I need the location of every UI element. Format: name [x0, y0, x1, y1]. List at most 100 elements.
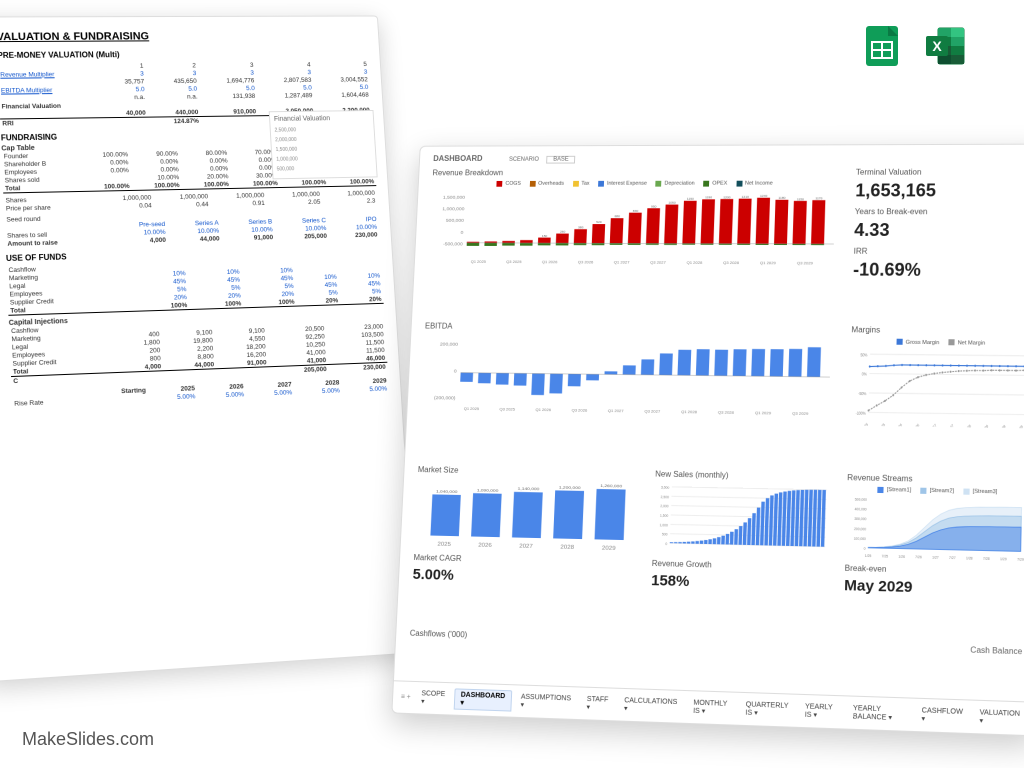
- revenue-breakdown-chart: Revenue Breakdown COGSOverheadsTaxIntere…: [426, 168, 839, 318]
- svg-text:Q1 2027: Q1 2027: [926, 423, 938, 428]
- svg-text:Q3 2025: Q3 2025: [874, 422, 886, 428]
- svg-text:Q1 2025: Q1 2025: [857, 422, 869, 428]
- tab-quarterly-is[interactable]: QUARTERLY IS ▾: [738, 698, 796, 722]
- market-cagr-value: 5.00%: [412, 566, 633, 589]
- revenue-growth-value: 158%: [651, 572, 826, 594]
- svg-text:950: 950: [651, 205, 657, 209]
- svg-text:1,040,000: 1,040,000: [436, 489, 458, 494]
- tab-dashboard[interactable]: DASHBOARD ▾: [453, 688, 512, 711]
- premoney-heading: PRE-MONEY VALUATION (Multi): [0, 49, 368, 60]
- svg-text:1/29: 1/29: [1000, 557, 1007, 562]
- svg-text:Q1 2026: Q1 2026: [542, 261, 558, 265]
- dashboard-sheet: DASHBOARD SCENARIO BASE Revenue Breakdow…: [400, 140, 1024, 720]
- kpi-panel: Terminal Valuation1,653,165 Years to Bre…: [852, 168, 1024, 320]
- svg-text:Q3 2028: Q3 2028: [977, 424, 989, 428]
- svg-text:Q1 2025: Q1 2025: [464, 406, 480, 411]
- svg-text:Q3 2028: Q3 2028: [718, 410, 735, 415]
- svg-text:200,000: 200,000: [854, 527, 866, 532]
- svg-text:1/25: 1/25: [865, 554, 872, 559]
- financial-valuation-chart: Financial Valuation 2,500,0002,000,0001,…: [269, 110, 378, 179]
- svg-text:520: 520: [596, 221, 602, 225]
- svg-text:Q3 2029: Q3 2029: [792, 411, 809, 416]
- svg-text:-100%: -100%: [856, 410, 867, 416]
- svg-text:1,500: 1,500: [660, 513, 668, 518]
- svg-text:1,200,000: 1,200,000: [559, 485, 582, 490]
- svg-text:Q3 2029: Q3 2029: [1012, 424, 1024, 428]
- tab-monthly-is[interactable]: MONTHLY IS ▾: [686, 696, 737, 719]
- ebitda-chart: EBITDA 200,0000(200,000)Q1 2025Q3 2025Q1…: [419, 322, 834, 465]
- svg-text:500,000: 500,000: [446, 219, 465, 224]
- svg-text:2027: 2027: [519, 544, 533, 550]
- tab-calculations[interactable]: CALCULATIONS ▾: [617, 694, 685, 718]
- svg-text:7/25: 7/25: [882, 554, 889, 559]
- svg-text:1210: 1210: [742, 196, 750, 200]
- breakeven-date-value: May 2029: [844, 577, 1024, 599]
- rounds-table: Seed roundPre-seedSeries ASeries BSeries…: [4, 207, 379, 248]
- svg-text:7/27: 7/27: [949, 556, 956, 561]
- valuation-sheet: 1234567 VALUATION & FUNDRAISING PRE-MONE…: [0, 10, 400, 660]
- svg-text:2025: 2025: [437, 542, 451, 548]
- tab-scope[interactable]: SCOPE ▾: [414, 687, 452, 709]
- tab-staff[interactable]: STAFF ▾: [579, 693, 615, 716]
- svg-text:260: 260: [560, 231, 566, 235]
- svg-text:0%: 0%: [862, 371, 868, 377]
- svg-text:2,500: 2,500: [661, 495, 669, 499]
- use-of-funds-table: CashflowMarketing10%10%10%Legal45%45%45%…: [6, 256, 383, 316]
- svg-text:1,140,000: 1,140,000: [518, 486, 540, 491]
- svg-text:X: X: [932, 38, 942, 54]
- svg-text:300,000: 300,000: [854, 517, 866, 522]
- svg-text:1190: 1190: [705, 196, 712, 200]
- svg-text:1150: 1150: [687, 198, 694, 202]
- svg-text:1240: 1240: [760, 195, 768, 199]
- svg-text:7/26: 7/26: [915, 555, 922, 560]
- svg-text:Q1 2028: Q1 2028: [681, 409, 698, 414]
- svg-text:Q1 2028: Q1 2028: [960, 423, 972, 428]
- excel-icon: X: [924, 24, 968, 68]
- market-size-chart: Market Size 1,040,00020251,090,00020261,…: [410, 465, 637, 627]
- tab-yearly-balance[interactable]: YEARLY BALANCE ▾: [845, 702, 912, 726]
- watermark: MakeSlides.com: [22, 729, 154, 750]
- svg-text:500: 500: [662, 532, 668, 536]
- svg-text:0: 0: [460, 231, 463, 236]
- svg-text:100,000: 100,000: [854, 537, 866, 542]
- svg-text:1,500,000: 1,500,000: [443, 196, 466, 201]
- google-sheets-icon: [860, 24, 904, 68]
- svg-text:3,000: 3,000: [661, 485, 669, 489]
- svg-text:0: 0: [665, 542, 667, 546]
- svg-text:0: 0: [454, 369, 457, 375]
- svg-text:Q3 2026: Q3 2026: [908, 423, 920, 428]
- svg-text:0: 0: [864, 547, 866, 551]
- svg-text:(200,000): (200,000): [434, 395, 456, 401]
- injections-table: CashflowMarketing4009,1009,10020,50023,0…: [9, 315, 388, 386]
- sheet-title: VALUATION & FUNDRAISING: [0, 30, 367, 43]
- svg-text:7/29: 7/29: [1017, 558, 1024, 563]
- svg-text:1170: 1170: [815, 197, 823, 201]
- svg-text:1,090,000: 1,090,000: [477, 488, 499, 493]
- scenario-selector[interactable]: BASE: [546, 156, 575, 164]
- svg-text:Q3 2029: Q3 2029: [797, 262, 813, 266]
- svg-text:Q1 2029: Q1 2029: [760, 262, 776, 266]
- svg-text:400,000: 400,000: [855, 508, 867, 513]
- svg-text:1/27: 1/27: [932, 556, 939, 561]
- revenue-streams-chart: Revenue Streams [Stream1][Stream2][Strea…: [843, 473, 1024, 638]
- svg-text:Q1 2025: Q1 2025: [471, 261, 486, 265]
- margins-chart: Margins Gross MarginNet Margin 50%0%-50%…: [848, 326, 1024, 469]
- svg-text:830: 830: [633, 210, 639, 214]
- svg-text:-50%: -50%: [858, 390, 867, 396]
- svg-text:Q1 2028: Q1 2028: [686, 262, 702, 266]
- breakeven-years-value: 4.33: [854, 220, 1024, 241]
- cash-balance-label: Cash Balance: [841, 641, 1022, 699]
- svg-text:1050: 1050: [668, 201, 676, 205]
- svg-text:1200: 1200: [723, 196, 731, 200]
- svg-text:2029: 2029: [602, 546, 616, 552]
- svg-text:1180: 1180: [778, 197, 786, 201]
- svg-text:Q1 2029: Q1 2029: [995, 424, 1007, 428]
- tab-yearly-is[interactable]: YEARLY IS ▾: [797, 700, 844, 723]
- tab-cashflow[interactable]: CASHFLOW ▾: [914, 704, 970, 728]
- svg-text:Q1 2026: Q1 2026: [891, 422, 903, 428]
- svg-text:380: 380: [578, 226, 584, 230]
- svg-text:Q1 2027: Q1 2027: [608, 408, 625, 413]
- svg-text:500,000: 500,000: [855, 498, 867, 503]
- tab-valuation[interactable]: VALUATION ▾: [972, 706, 1024, 730]
- tab-assumptions[interactable]: ASSUMPTIONS ▾: [513, 690, 578, 714]
